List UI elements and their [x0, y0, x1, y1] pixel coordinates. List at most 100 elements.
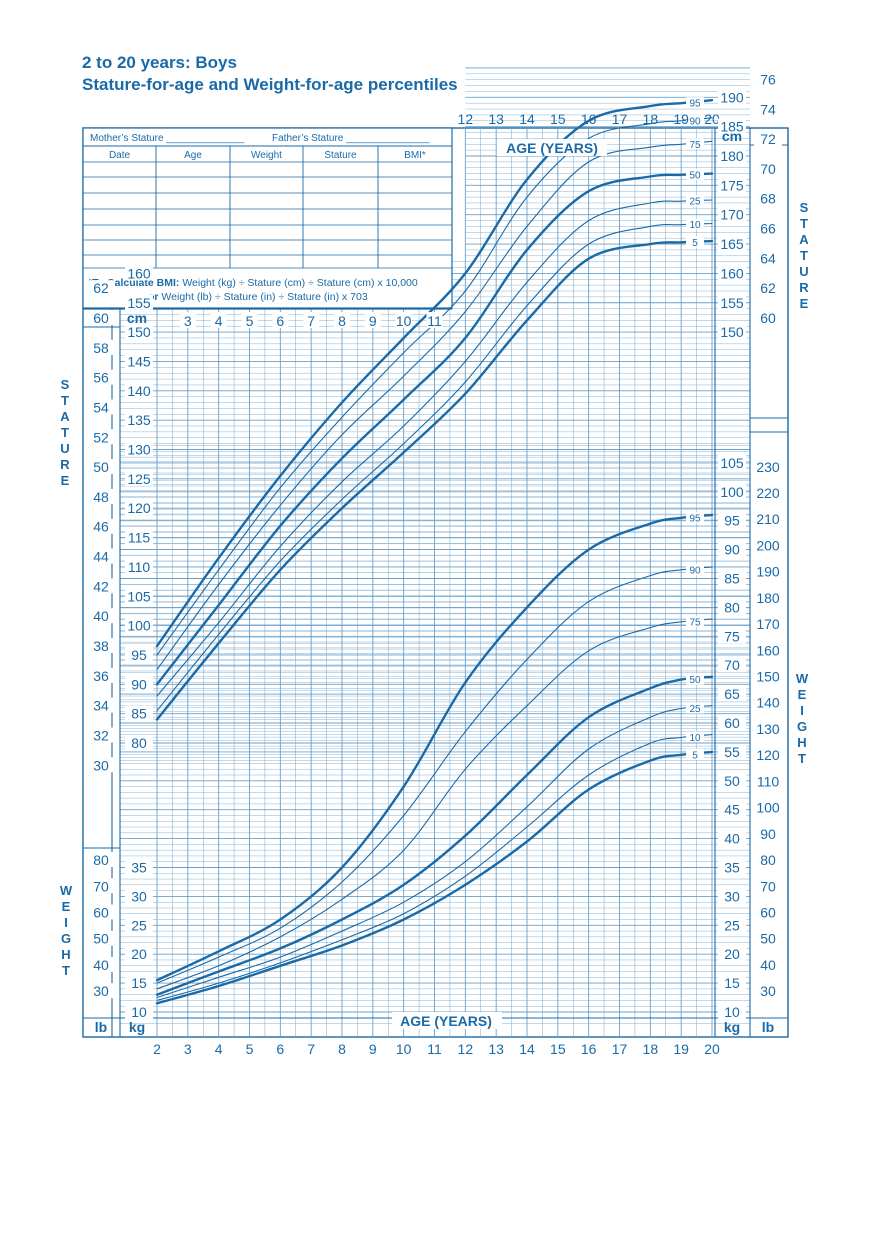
stature-cm-tick-right: 190 [720, 89, 744, 105]
tick-bg [754, 458, 782, 474]
weight-p95-line [155, 513, 714, 982]
stature-cm-tick: 90 [131, 676, 147, 692]
stature-cm-tick: 140 [127, 383, 151, 399]
tick-bg [87, 369, 115, 385]
tick-bg [125, 382, 153, 398]
weight-p95-label-bg [686, 511, 704, 523]
stature-p90-label-bg [686, 114, 704, 126]
stature-cm-tick: 100 [127, 618, 151, 634]
tick-bg [87, 930, 115, 946]
tick-bg [87, 667, 115, 683]
stature-cm-tick: 125 [127, 471, 151, 487]
weight-lb-tick-right: 120 [756, 747, 780, 763]
weight-kg-tick-right: 25 [724, 917, 740, 933]
weight-p25-label: 25 [689, 704, 701, 715]
tick-bg [125, 705, 153, 721]
stature-p50-line [155, 172, 714, 686]
stature-cm-tick: 135 [127, 412, 151, 428]
weight-p75-label: 75 [689, 617, 701, 628]
stature-cm-tick: 80 [131, 735, 147, 751]
weight-kg-tick-right: 55 [724, 744, 740, 760]
weight-kg-tick: 10 [131, 1004, 147, 1020]
stature-in-tick-right: 66 [760, 221, 776, 237]
weight-lb-tick-right: 210 [756, 511, 780, 527]
tick-bg [718, 177, 746, 193]
title-block: 2 to 20 years: Boys Stature-for-age and … [82, 52, 458, 96]
tick-bg [125, 588, 153, 604]
stature-vertical-letter: T [61, 425, 69, 440]
stature-p95-label-bg [686, 97, 704, 109]
weight-lb-tick: 70 [93, 878, 109, 894]
age-tick-label: 8 [338, 1041, 346, 1057]
tick-bg [125, 859, 153, 875]
tick-bg [87, 578, 115, 594]
tick-bg [87, 548, 115, 564]
tick-bg [87, 638, 115, 654]
weight-lb-tick-right: 110 [757, 773, 780, 789]
tick-bg [754, 720, 782, 736]
stature-cm-tick: 130 [127, 442, 151, 458]
weight-p75-label-bg [686, 615, 704, 627]
weight-kg-tick-right: 90 [724, 542, 740, 558]
stature-cm-tick: 155 [127, 295, 151, 311]
tick-bg [87, 697, 115, 713]
table-header-age: Age [184, 150, 202, 161]
weight-lb-tick-right: 90 [760, 826, 776, 842]
stature-cm-tick: 115 [128, 530, 151, 546]
stature-in-tick: 30 [93, 757, 109, 773]
age-tick-label: 9 [369, 1041, 377, 1057]
unit-kg-right: kg [724, 1019, 740, 1035]
weight-kg-tick-right: 70 [724, 657, 740, 673]
table-header-date: Date [109, 150, 131, 161]
age-tick-label-inner: 4 [215, 313, 223, 329]
stature-in-tick-right: 72 [760, 131, 776, 147]
tick-bg [718, 599, 746, 615]
tick-bg [125, 441, 153, 457]
age-tick-bg [426, 312, 443, 328]
stature-cm-tick: 145 [127, 353, 151, 369]
weight-p75-line [156, 618, 713, 990]
tick-bg [718, 657, 746, 673]
tick-bg [754, 537, 782, 553]
weight-lb-tick-right: 180 [756, 590, 780, 606]
tick-bg [125, 324, 153, 340]
weight-vertical-letter: E [62, 899, 71, 914]
age-tick-bg [364, 312, 381, 328]
stature-vertical-letter: A [60, 409, 70, 424]
tick-bg [718, 917, 746, 933]
tick-bg [718, 888, 746, 904]
weight-lb-tick: 30 [93, 983, 109, 999]
weight-p10-line [156, 734, 713, 1001]
stature-in-tick: 44 [93, 549, 109, 565]
stature-p5-label: 5 [692, 238, 698, 249]
tick-bg [87, 757, 115, 773]
weight-vertical-letter: H [61, 947, 70, 962]
stature-p90-line [156, 117, 713, 656]
tick-bg [87, 280, 115, 296]
tick-bg [718, 89, 746, 105]
age-label-bg [392, 1012, 502, 1029]
tick-bg [718, 715, 746, 730]
age-tick-label: 19 [673, 1041, 689, 1057]
weight-kg-tick-right: 60 [724, 715, 740, 731]
tick-bg [87, 904, 115, 920]
tick-bg [125, 529, 153, 545]
tick-bg [125, 975, 153, 991]
stature-vertical-letter-right: T [800, 216, 808, 231]
table-header-weight: Weight [251, 150, 282, 161]
tick-bg [754, 280, 782, 296]
age-tick-label-inner: 7 [307, 313, 315, 329]
tick-bg [125, 676, 153, 692]
weight-lb-tick-right: 40 [760, 957, 776, 973]
tick-bg [718, 512, 746, 528]
weight-p50-label: 50 [689, 675, 701, 686]
stature-in-tick: 46 [93, 519, 109, 535]
unit-lb-right: lb [762, 1019, 774, 1035]
age-tick-label: 4 [215, 1041, 223, 1057]
tick-bg [754, 71, 782, 87]
stature-cm-tick-right: 170 [720, 207, 744, 223]
stature-p95-label: 95 [689, 99, 701, 110]
tick-bg [125, 412, 153, 428]
